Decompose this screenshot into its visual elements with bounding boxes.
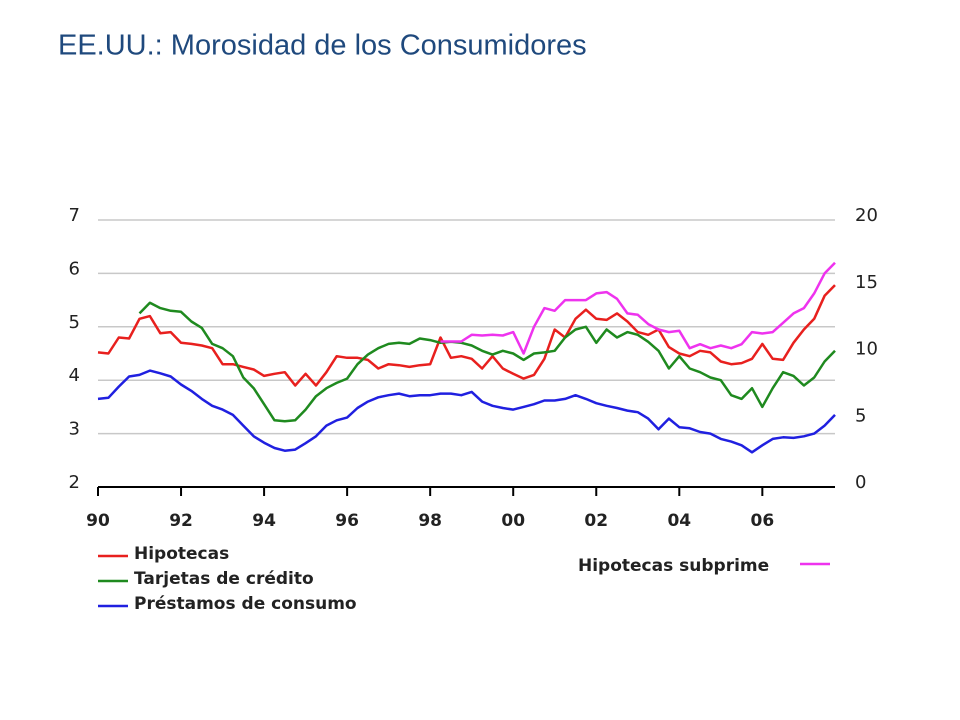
y-tick-label: 7 <box>69 205 80 226</box>
y-tick-label: 4 <box>69 365 80 386</box>
legend-label: Préstamos de consumo <box>134 594 357 614</box>
legend-label: Hipotecas <box>134 544 229 564</box>
y2-tick-label: 5 <box>855 405 866 426</box>
series-line <box>440 261 836 355</box>
series-line <box>97 369 836 454</box>
x-tick-label: 00 <box>501 511 525 531</box>
series-line <box>97 284 836 387</box>
x-tick-label: 92 <box>169 511 193 531</box>
x-tick-label: 96 <box>335 511 359 531</box>
y2-tick-label: 20 <box>855 205 878 226</box>
y-tick-label: 2 <box>69 472 80 493</box>
x-tick-label: 06 <box>751 511 775 531</box>
legend-label: Tarjetas de crédito <box>134 569 314 589</box>
series-line <box>138 301 836 423</box>
x-tick-label: 98 <box>418 511 442 531</box>
y-tick-label: 5 <box>69 312 80 333</box>
x-tick-label: 04 <box>667 511 691 531</box>
y2-tick-label: 0 <box>855 472 866 493</box>
x-tick-label: 94 <box>252 511 276 531</box>
y-tick-label: 3 <box>69 419 80 440</box>
x-tick-label: 90 <box>86 511 110 531</box>
chart-title: EE.UU.: Morosidad de los Consumidores <box>58 30 587 62</box>
y2-tick-label: 15 <box>855 272 878 293</box>
legend-label: Hipotecas subprime <box>578 556 769 576</box>
y2-tick-label: 10 <box>855 339 878 360</box>
x-tick-label: 02 <box>584 511 608 531</box>
y-tick-label: 6 <box>69 258 80 279</box>
